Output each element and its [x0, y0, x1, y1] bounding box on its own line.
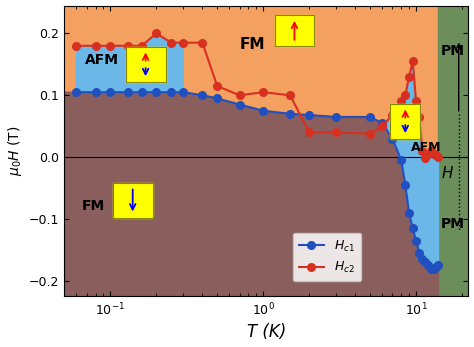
- Y-axis label: $\mu_0 H$ (T): $\mu_0 H$ (T): [6, 126, 24, 176]
- Legend: $H_{c1}$, $H_{c2}$: $H_{c1}$, $H_{c2}$: [293, 232, 361, 281]
- Polygon shape: [382, 61, 438, 269]
- Polygon shape: [76, 33, 183, 92]
- Text: AFM: AFM: [410, 141, 441, 154]
- Text: FM: FM: [82, 199, 105, 213]
- Text: AFM: AFM: [85, 53, 119, 67]
- Polygon shape: [274, 15, 314, 46]
- Text: PM: PM: [441, 217, 465, 231]
- Polygon shape: [126, 47, 165, 82]
- X-axis label: T (K): T (K): [247, 323, 286, 341]
- Polygon shape: [113, 183, 153, 218]
- Text: $H$: $H$: [441, 166, 455, 181]
- Text: FM: FM: [239, 37, 265, 52]
- Polygon shape: [64, 92, 438, 296]
- Polygon shape: [391, 104, 420, 138]
- Text: PM: PM: [441, 44, 465, 58]
